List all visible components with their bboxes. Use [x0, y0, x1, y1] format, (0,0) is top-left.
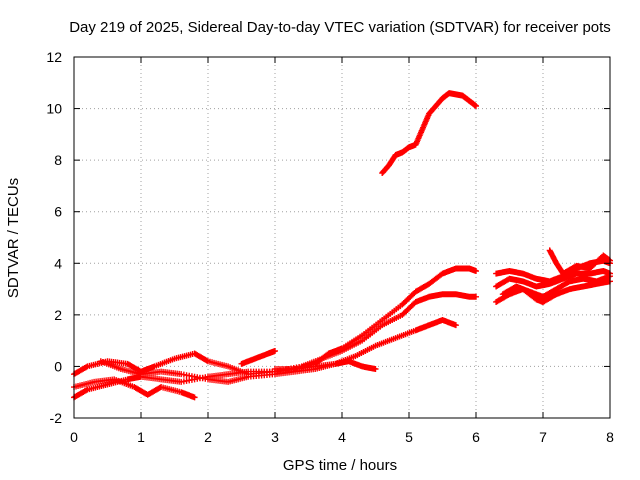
data-point-markers [499, 273, 613, 300]
x-tick-label: 5 [405, 429, 413, 445]
y-tick-label: 0 [54, 358, 62, 374]
grid-lines [74, 57, 610, 418]
data-point-markers [379, 90, 479, 177]
x-tick-label: 3 [271, 429, 279, 445]
x-tick-label: 7 [539, 429, 547, 445]
x-tick-label: 0 [70, 429, 78, 445]
x-axis-title: GPS time / hours [283, 457, 397, 474]
x-tick-label: 2 [204, 429, 212, 445]
series-track-a [379, 90, 479, 177]
y-tick-label: 12 [46, 49, 62, 65]
y-tick-label: 8 [54, 152, 62, 168]
y-axis-title: SDTVAR / TECUs [5, 178, 22, 298]
y-tick-label: 6 [54, 204, 62, 220]
y-tick-label: 10 [46, 101, 62, 117]
x-tick-label: 1 [137, 429, 145, 445]
chart-title: Day 219 of 2025, Sidereal Day-to-day VTE… [69, 19, 611, 36]
x-tick-label: 8 [606, 429, 614, 445]
series-track-e [97, 317, 459, 385]
series-track-g [238, 347, 278, 367]
y-tick-label: 2 [54, 307, 62, 323]
x-tick-label: 6 [472, 429, 480, 445]
data-point-markers [238, 347, 278, 367]
y-tick-label: -2 [50, 410, 63, 426]
series-track-f [272, 358, 379, 373]
series-track-l [499, 273, 613, 300]
series-track-k [546, 247, 613, 277]
data-point-markers [272, 358, 379, 373]
x-tick-label: 4 [338, 429, 346, 445]
y-tick-label: 4 [54, 255, 62, 271]
data-point-markers [97, 317, 459, 385]
data-points [71, 90, 613, 401]
data-point-markers [546, 247, 613, 277]
